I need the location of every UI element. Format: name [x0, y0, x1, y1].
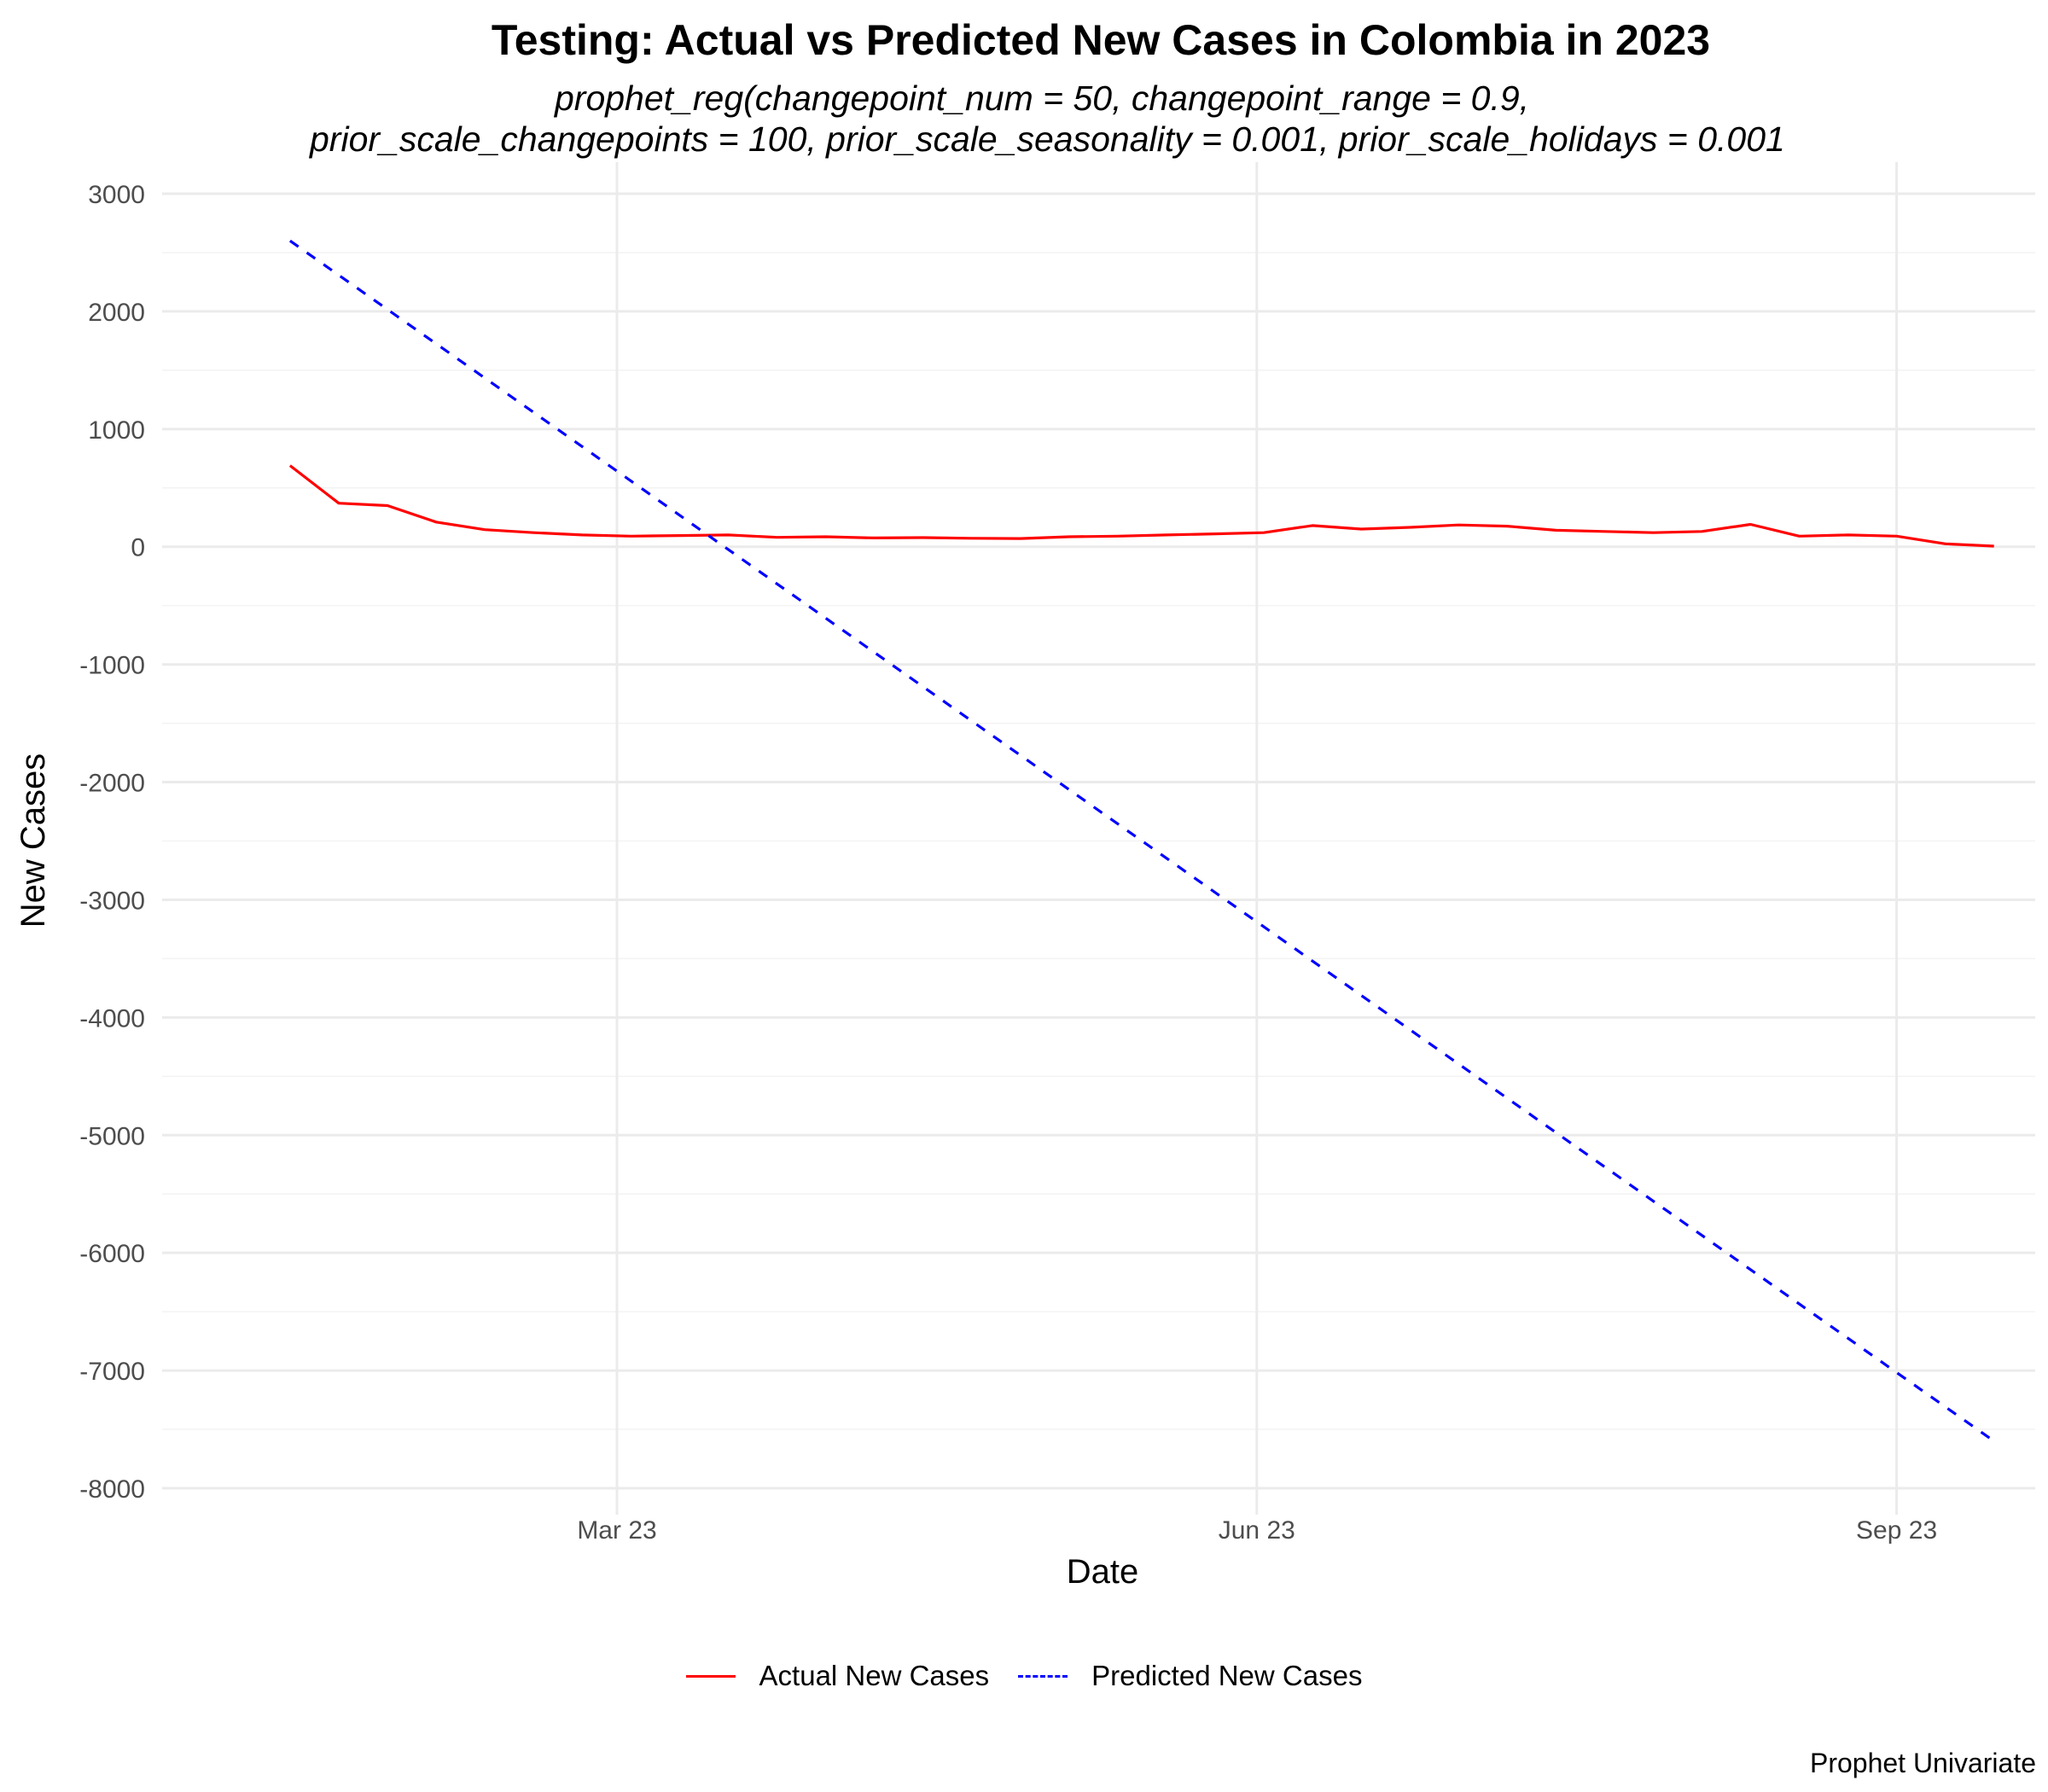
chart-subtitle-line2: prior_scale_changepoints = 100, prior_sc… — [310, 119, 1785, 159]
x-tick-label: Jun 23 — [1219, 1516, 1295, 1545]
caption: Prophet Univariate — [1809, 1748, 2036, 1778]
legend-swatch-actual — [685, 1674, 736, 1678]
chart-subtitle-line1: prophet_reg(changepoint_num = 50, change… — [555, 79, 1530, 118]
y-tick-label: -8000 — [79, 1475, 145, 1504]
y-tick-label: -5000 — [79, 1122, 145, 1150]
legend-item-predicted: Predicted New Cases — [1018, 1660, 1362, 1692]
legend-swatch-predicted — [1018, 1674, 1068, 1678]
y-tick-label: 1000 — [88, 416, 145, 445]
y-tick-label: -1000 — [79, 652, 145, 680]
y-tick-label: 2000 — [88, 299, 145, 327]
series-line-actual — [288, 464, 1994, 548]
chart-title: Testing: Actual vs Predicted New Cases i… — [491, 16, 1711, 64]
legend: Actual New Cases Predicted New Cases — [0, 1660, 2048, 1692]
legend-label-predicted: Predicted New Cases — [1091, 1660, 1363, 1691]
y-tick-label: -7000 — [79, 1358, 145, 1386]
y-tick-label: -6000 — [79, 1240, 145, 1268]
y-tick-label: -3000 — [79, 887, 145, 915]
line-chart: 3000 2000 1000 0 -1000 -2000 -3000 -4000 -5000 -6… — [15, 162, 2035, 1591]
y-tick-label: -2000 — [79, 770, 145, 798]
x-tick-label: Sep 23 — [1856, 1516, 1937, 1545]
grid — [162, 162, 2035, 1515]
x-axis-title: Date — [1067, 1553, 1139, 1591]
series — [288, 239, 1995, 1443]
y-axis-ticks: 3000 2000 1000 0 -1000 -2000 -3000 -4000 -5000 -6… — [79, 181, 145, 1504]
x-axis-ticks: Mar 23 Jun 23 Sep 23 — [577, 1516, 1937, 1545]
y-axis-title: New Cases — [15, 753, 52, 928]
y-tick-label: 3000 — [88, 181, 145, 209]
y-tick-label: -4000 — [79, 1004, 145, 1033]
legend-item-actual: Actual New Cases — [685, 1660, 990, 1692]
legend-label-actual: Actual New Cases — [759, 1660, 990, 1691]
x-tick-label: Mar 23 — [577, 1516, 656, 1545]
y-tick-label: 0 — [131, 534, 145, 562]
